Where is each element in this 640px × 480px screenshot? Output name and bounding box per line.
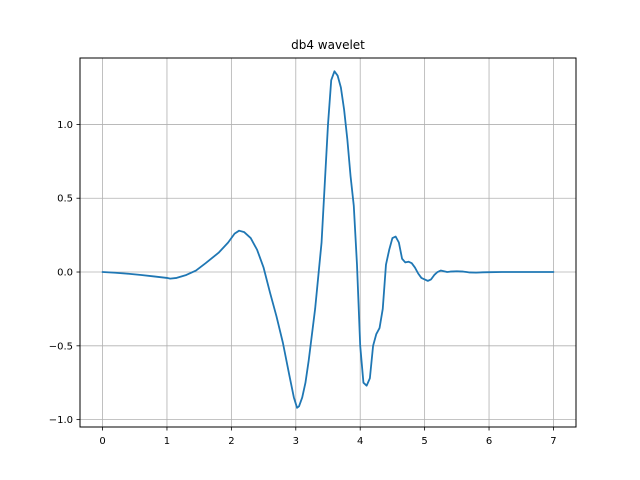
- chart-title: db4 wavelet: [291, 38, 365, 52]
- y-tick-label: 1.0: [57, 120, 73, 131]
- y-tick-label: 0.0: [57, 268, 73, 279]
- data-series: [101, 70, 555, 409]
- x-tick-label: 6: [486, 436, 492, 447]
- y-tick-label: 0.5: [57, 194, 73, 205]
- y-axis: −1.0 −0.5 0.0 0.5 1.0: [49, 120, 80, 426]
- plot-area-frame: [79, 57, 577, 428]
- x-tick-label: 3: [293, 436, 299, 447]
- x-tick-label: 4: [357, 436, 363, 447]
- x-tick-label: 7: [550, 436, 556, 447]
- y-tick-label: −1.0: [49, 415, 73, 426]
- x-tick-label: 5: [421, 436, 427, 447]
- x-tick-label: 1: [164, 436, 170, 447]
- x-axis: 0 1 2 3 4 5 6 7: [99, 427, 557, 447]
- y-tick-label: −0.5: [49, 341, 73, 352]
- series-line: [101, 70, 555, 409]
- x-tick-label: 2: [228, 436, 234, 447]
- x-tick-label: 0: [99, 436, 105, 447]
